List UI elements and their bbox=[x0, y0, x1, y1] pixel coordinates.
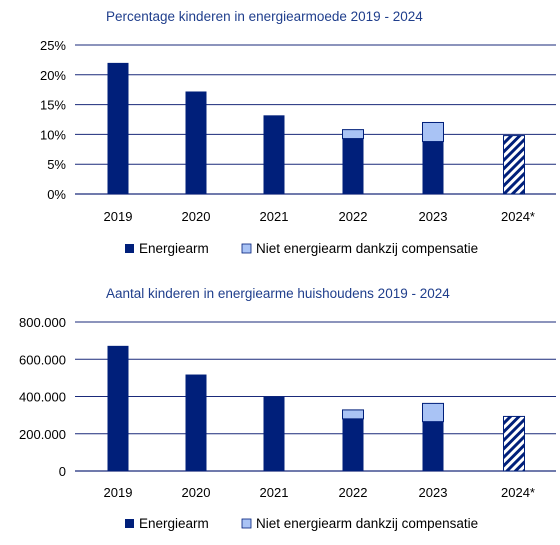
y-tick-label: 5% bbox=[47, 157, 66, 172]
legend-swatch-compensatie bbox=[241, 243, 252, 254]
bar-energiearm-2021 bbox=[263, 115, 285, 194]
gridlines bbox=[75, 44, 556, 195]
x-tick-label: 2023 bbox=[419, 485, 448, 500]
x-tick-label: 2024* bbox=[501, 485, 535, 500]
bar-compensatie-2022 bbox=[342, 129, 364, 140]
legend-label-compensatie: Niet energiearm dankzij compensatie bbox=[256, 516, 478, 531]
bars bbox=[107, 62, 525, 195]
bar-compensatie-2023 bbox=[422, 402, 444, 423]
x-tick-label: 2020 bbox=[182, 209, 211, 224]
legend-swatch-energiearm bbox=[125, 519, 134, 528]
bar-energiearm-2021 bbox=[263, 396, 285, 471]
x-tick-label: 2020 bbox=[182, 485, 211, 500]
x-tick-label: 2021 bbox=[260, 209, 289, 224]
gridlines bbox=[75, 321, 556, 472]
y-tick-label: 200.000 bbox=[19, 427, 66, 442]
x-tick-label: 2023 bbox=[419, 209, 448, 224]
bars bbox=[107, 345, 525, 472]
bar-energiearm-2022 bbox=[342, 138, 364, 194]
y-tick-label: 600.000 bbox=[19, 352, 66, 367]
bar-energiearm-2020 bbox=[185, 374, 207, 471]
chart-title: Aantal kinderen in energiearme huishoude… bbox=[106, 286, 450, 301]
legend-swatch-energiearm bbox=[125, 244, 134, 253]
y-tick-label: 15% bbox=[40, 98, 66, 113]
y-tick-label: 400.000 bbox=[19, 390, 66, 405]
y-tick-labels: 0% 5% 10% 15% 20% 25% bbox=[40, 38, 66, 202]
y-tick-label: 25% bbox=[40, 38, 66, 53]
bar-compensatie-2022 bbox=[342, 409, 364, 420]
bar-energiearm-2023 bbox=[422, 421, 444, 471]
legend-label-energiearm: Energiearm bbox=[139, 241, 209, 256]
x-tick-label: 2021 bbox=[260, 485, 289, 500]
bar-energiearm-2024 bbox=[503, 415, 525, 472]
y-tick-labels: 0 200.000 400.000 600.000 800.000 bbox=[19, 315, 66, 479]
bar-compensatie-2023 bbox=[422, 121, 444, 143]
chart-aantal: Aantal kinderen in energiearme huishoude… bbox=[19, 286, 556, 531]
y-tick-label: 20% bbox=[40, 68, 66, 83]
bar-energiearm-2019 bbox=[107, 62, 129, 194]
y-tick-label: 800.000 bbox=[19, 315, 66, 330]
x-tick-label: 2022 bbox=[339, 209, 368, 224]
x-tick-label: 2024* bbox=[501, 209, 535, 224]
y-tick-label: 0% bbox=[47, 187, 66, 202]
y-tick-label: 0 bbox=[59, 464, 66, 479]
bar-energiearm-2022 bbox=[342, 418, 364, 471]
bar-energiearm-2020 bbox=[185, 91, 207, 194]
legend: Energiearm Niet energiearm dankzij compe… bbox=[125, 241, 478, 256]
chart-percentage: Percentage kinderen in energiearmoede 20… bbox=[40, 9, 556, 256]
bar-energiearm-2023 bbox=[422, 141, 444, 194]
x-tick-labels: 2019 2020 2021 2022 2023 2024* bbox=[104, 485, 535, 500]
legend-label-compensatie: Niet energiearm dankzij compensatie bbox=[256, 241, 478, 256]
legend-swatch-compensatie bbox=[241, 518, 252, 529]
x-tick-label: 2022 bbox=[339, 485, 368, 500]
x-tick-label: 2019 bbox=[104, 485, 133, 500]
bar-energiearm-2024 bbox=[503, 135, 525, 195]
x-tick-label: 2019 bbox=[104, 209, 133, 224]
chart-title: Percentage kinderen in energiearmoede 20… bbox=[106, 9, 423, 24]
bar-energiearm-2019 bbox=[107, 345, 129, 471]
legend-label-energiearm: Energiearm bbox=[139, 516, 209, 531]
x-tick-labels: 2019 2020 2021 2022 2023 2024* bbox=[104, 209, 535, 224]
y-tick-label: 10% bbox=[40, 127, 66, 142]
legend: Energiearm Niet energiearm dankzij compe… bbox=[125, 516, 478, 531]
